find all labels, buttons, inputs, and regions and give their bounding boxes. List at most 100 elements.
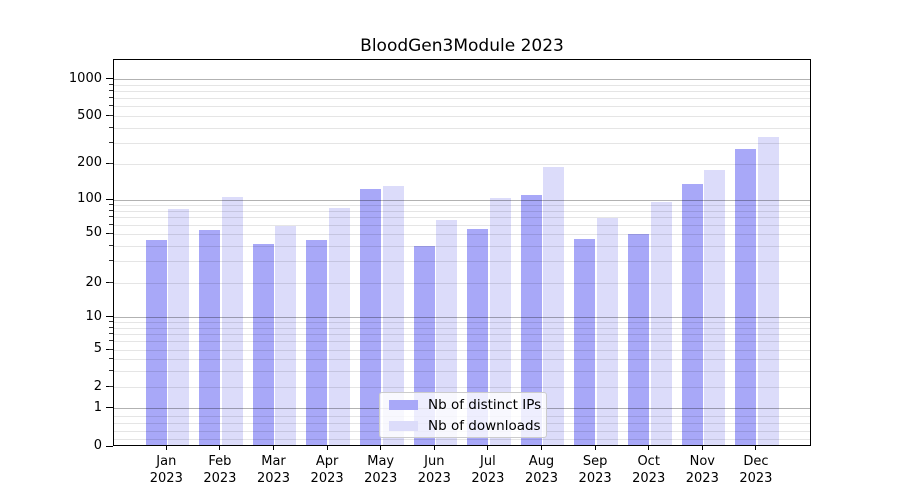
bar-distinct-ips-jul bbox=[467, 229, 489, 445]
y-minor-tick-mark bbox=[109, 369, 113, 371]
x-tick-mark bbox=[594, 446, 596, 450]
x-tick-year: 2023 bbox=[256, 471, 291, 486]
y-minor-tick-mark bbox=[109, 126, 113, 128]
y-tick-mark bbox=[106, 445, 113, 447]
x-tick-mark bbox=[701, 446, 703, 450]
y-minor-tick-mark bbox=[109, 204, 113, 206]
x-tick-month: Nov bbox=[689, 454, 715, 469]
x-tick-mark bbox=[755, 446, 757, 450]
y-tick-label: 2 bbox=[93, 378, 102, 394]
y-minor-tick-mark bbox=[109, 162, 113, 164]
x-tick-label: Oct 2023 bbox=[619, 453, 679, 487]
y-tick-label: 100 bbox=[77, 191, 102, 207]
bar-distinct-ips-nov bbox=[681, 183, 703, 445]
y-tick-mark bbox=[106, 407, 113, 409]
bar-downloads-jun bbox=[436, 220, 458, 445]
x-tick-month: Jul bbox=[480, 454, 496, 469]
y-minor-tick-mark bbox=[109, 282, 113, 284]
y-minor-tick-mark bbox=[109, 333, 113, 335]
y-minor-tick-mark bbox=[109, 105, 113, 107]
y-minor-tick-mark bbox=[109, 115, 113, 117]
x-tick-year: 2023 bbox=[632, 471, 666, 486]
y-minor-tick-mark bbox=[109, 321, 113, 323]
x-tick-month: Jan bbox=[156, 454, 177, 469]
legend: Nb of distinct IPs Nb of downloads bbox=[379, 392, 547, 438]
x-tick-year: 2023 bbox=[310, 471, 344, 486]
x-tick-year: 2023 bbox=[578, 471, 612, 486]
y-tick-label: 5 bbox=[93, 341, 102, 357]
y-minor-tick-mark bbox=[109, 83, 113, 85]
x-tick-year: 2023 bbox=[524, 471, 559, 486]
plot-area bbox=[113, 59, 811, 446]
x-tick-month: Mar bbox=[261, 454, 286, 469]
bar-distinct-ips-aug bbox=[520, 194, 542, 445]
y-tick-label: 10 bbox=[85, 308, 102, 324]
x-tick-mark bbox=[487, 446, 489, 450]
y-tick-label: 0 bbox=[93, 438, 102, 453]
x-tick-label: Feb 2023 bbox=[190, 453, 250, 487]
y-minor-tick-mark bbox=[109, 326, 113, 328]
bar-downloads-feb bbox=[221, 197, 243, 445]
y-tick-label: 1 bbox=[93, 399, 102, 415]
y-minor-tick-mark bbox=[109, 244, 113, 246]
x-tick-label: Jun 2023 bbox=[404, 453, 464, 487]
bar-downloads-apr bbox=[328, 208, 350, 445]
x-tick-label: Dec 2023 bbox=[726, 453, 786, 487]
x-tick-mark bbox=[326, 446, 328, 450]
legend-label-distinct-ips: Nb of distinct IPs bbox=[428, 396, 542, 413]
x-tick-label: May 2023 bbox=[351, 453, 411, 487]
y-minor-tick-mark bbox=[109, 386, 113, 388]
y-tick-label: 1000 bbox=[68, 70, 102, 86]
x-tick-year: 2023 bbox=[417, 471, 451, 486]
x-tick-mark bbox=[273, 446, 274, 450]
y-tick-label: 50 bbox=[85, 225, 102, 241]
y-minor-tick-mark bbox=[109, 141, 113, 143]
x-tick-year: 2023 bbox=[739, 471, 773, 486]
legend-item-downloads: Nb of downloads bbox=[389, 418, 541, 434]
x-tick-year: 2023 bbox=[685, 471, 719, 486]
bar-downloads-oct bbox=[650, 201, 672, 445]
y-minor-tick-mark bbox=[109, 89, 113, 91]
y-minor-tick-mark bbox=[109, 358, 113, 360]
legend-swatch-downloads bbox=[389, 420, 418, 431]
y-tick-mark bbox=[106, 316, 113, 318]
x-tick-mark bbox=[219, 446, 221, 450]
bar-downloads-sep bbox=[596, 217, 618, 445]
bar-downloads-mar bbox=[275, 225, 297, 445]
x-tick-month: Jun bbox=[424, 454, 445, 469]
chart-title: BloodGen3Module 2023 bbox=[360, 36, 564, 56]
bar-downloads-jan bbox=[168, 209, 190, 445]
x-tick-year: 2023 bbox=[364, 471, 398, 486]
x-tick-mark bbox=[165, 446, 167, 450]
y-minor-tick-mark bbox=[109, 223, 113, 225]
x-tick-label: Jan 2023 bbox=[136, 453, 196, 487]
bar-distinct-ips-sep bbox=[574, 239, 596, 445]
legend-swatch-distinct-ips bbox=[389, 399, 418, 410]
bar-downloads-dec bbox=[757, 137, 779, 445]
y-minor-tick-mark bbox=[109, 232, 113, 234]
y-minor-tick-mark bbox=[109, 260, 113, 262]
bar-downloads-nov bbox=[704, 169, 726, 445]
x-tick-mark bbox=[541, 446, 542, 450]
x-tick-month: Aug bbox=[528, 454, 555, 469]
legend-item-distinct-ips: Nb of distinct IPs bbox=[389, 397, 541, 413]
bars-layer bbox=[114, 60, 810, 445]
legend-label-downloads: Nb of downloads bbox=[428, 417, 541, 434]
bar-distinct-ips-mar bbox=[252, 244, 274, 445]
y-tick-label: 500 bbox=[77, 107, 102, 123]
x-tick-month: Apr bbox=[315, 454, 339, 469]
x-tick-month: Feb bbox=[208, 454, 232, 469]
y-tick-mark bbox=[106, 78, 113, 80]
y-minor-tick-mark bbox=[109, 216, 113, 218]
x-tick-month: Sep bbox=[582, 454, 608, 469]
bar-distinct-ips-oct bbox=[627, 234, 649, 445]
x-tick-year: 2023 bbox=[149, 471, 183, 486]
bar-distinct-ips-jan bbox=[145, 240, 167, 445]
y-minor-tick-mark bbox=[109, 348, 113, 350]
x-tick-label: Sep 2023 bbox=[565, 453, 625, 487]
x-tick-label: Jul 2023 bbox=[458, 453, 518, 487]
x-tick-year: 2023 bbox=[471, 471, 505, 486]
x-tick-mark bbox=[433, 446, 435, 450]
x-tick-label: Aug 2023 bbox=[512, 453, 572, 487]
bar-downloads-jul bbox=[489, 197, 511, 445]
